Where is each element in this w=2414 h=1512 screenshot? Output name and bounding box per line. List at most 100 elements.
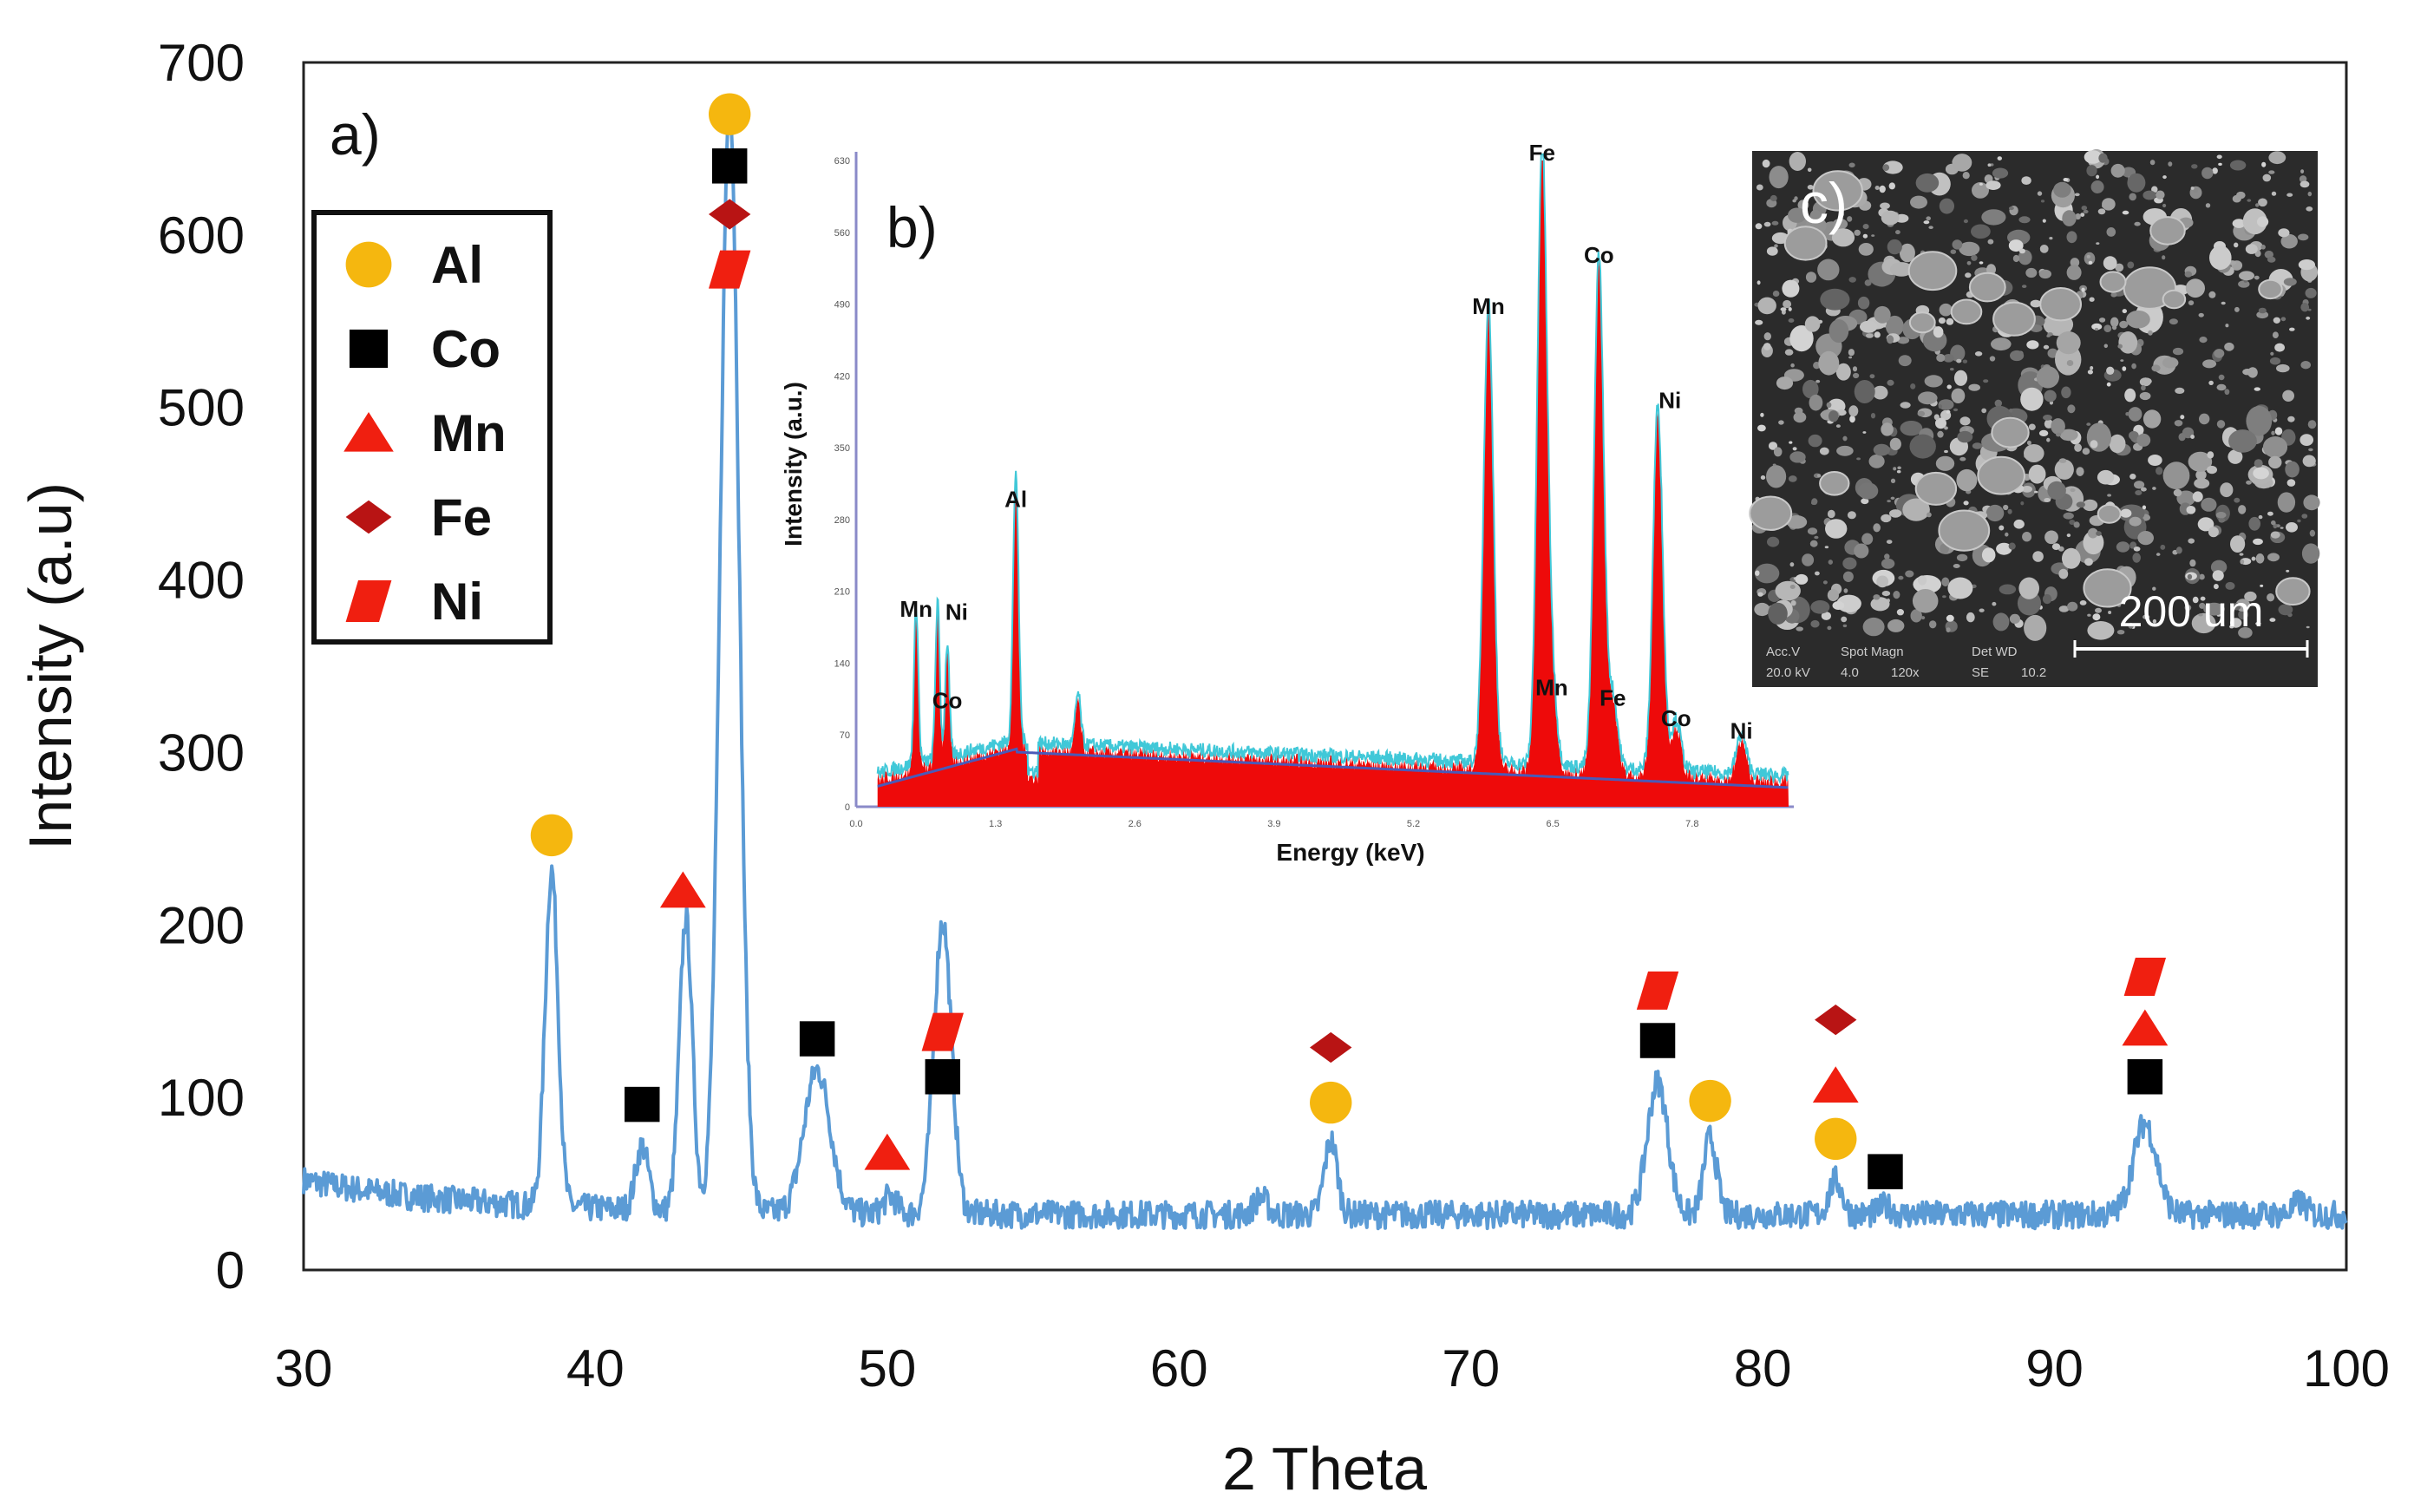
eds-peak-label-fe: Fe bbox=[1600, 685, 1626, 711]
eds-peak-label-fe: Fe bbox=[1529, 140, 1555, 166]
legend-label: Fe bbox=[431, 488, 492, 547]
phase-marker-mn bbox=[1812, 1066, 1859, 1103]
legend-label: Mn bbox=[431, 404, 507, 462]
xrd-panel: 30 40 50 60 70 80 90 1000100200300400500600700 … bbox=[16, 34, 2390, 1502]
phase-marker-al bbox=[1310, 1081, 1352, 1124]
panel-label-b: b) bbox=[886, 195, 938, 259]
phase-marker-ni bbox=[2123, 957, 2167, 996]
legend-label: Al bbox=[431, 236, 483, 294]
x-tick-label: 90 bbox=[2025, 1339, 2084, 1397]
y-tick-label: 100 bbox=[158, 1069, 245, 1127]
x-tick-label: 80 bbox=[1734, 1339, 1792, 1397]
sem-info-magn: 120x bbox=[1891, 665, 1920, 680]
eds-y-tick-label: 560 bbox=[834, 228, 850, 239]
legend-marker-ni bbox=[345, 580, 392, 622]
phase-marker-ni bbox=[1636, 971, 1679, 1010]
panel-label-c: c) bbox=[1800, 171, 1848, 235]
legend-item-co: Co bbox=[349, 320, 500, 378]
y-tick-label: 600 bbox=[158, 206, 245, 265]
eds-y-axis-title: Intensity (a.u.) bbox=[780, 382, 807, 547]
phase-marker-al bbox=[1815, 1117, 1857, 1161]
phase-marker-mn bbox=[659, 871, 706, 908]
legend-label: Ni bbox=[431, 573, 483, 631]
y-tick-label: 300 bbox=[158, 723, 245, 782]
phase-marker-co bbox=[925, 1059, 961, 1095]
y-tick-label: 200 bbox=[158, 896, 245, 954]
legend-label: Co bbox=[431, 320, 500, 378]
y-tick-label: 400 bbox=[158, 552, 245, 610]
eds-x-axis-title: Energy (keV) bbox=[1276, 839, 1424, 866]
phase-marker-al bbox=[530, 814, 573, 857]
sem-particles bbox=[1749, 148, 2320, 641]
eds-spectrum-trace bbox=[876, 153, 1789, 785]
phase-marker-al bbox=[708, 93, 751, 135]
phase-marker-mn bbox=[864, 1133, 911, 1170]
phase-marker-ni bbox=[921, 1012, 964, 1051]
panel-label-a: a) bbox=[330, 102, 381, 167]
phase-marker-co bbox=[625, 1086, 660, 1123]
eds-peak-label-mn: Mn bbox=[1472, 293, 1505, 319]
phase-marker-fe bbox=[1310, 1031, 1352, 1064]
eds-x-tick-label: 6.5 bbox=[1547, 819, 1560, 829]
eds-y-tick-label: 350 bbox=[834, 443, 850, 454]
eds-peak-label-ni: Ni bbox=[945, 599, 968, 625]
eds-peak-label-ni: Ni bbox=[1730, 717, 1753, 743]
legend-marker-al bbox=[345, 241, 392, 288]
eds-peak-label-co: Co bbox=[1584, 242, 1614, 268]
y-tick-label: 500 bbox=[158, 379, 245, 437]
x-tick-label: 40 bbox=[566, 1339, 625, 1397]
eds-peak-label-ni: Ni bbox=[1658, 388, 1681, 414]
eds-y-tick-label: 490 bbox=[834, 300, 850, 311]
plot-frame bbox=[302, 61, 2348, 1272]
eds-inset-background bbox=[814, 152, 1796, 811]
x-tick-label: 100 bbox=[2303, 1339, 2390, 1397]
eds-y-tick-label: 420 bbox=[834, 371, 850, 382]
y-tick-label: 700 bbox=[158, 34, 245, 92]
phase-markers bbox=[530, 93, 2169, 1189]
eds-background-line bbox=[877, 747, 1789, 789]
x-axis-title: 2 Theta bbox=[1222, 1435, 1427, 1502]
eds-axis-ticks: 0.0 1.3 2.6 3.9 5.2 6.5 7.8 0 70 140 210 280 350 420 4… bbox=[834, 156, 1699, 829]
eds-y-tick-label: 210 bbox=[834, 587, 850, 598]
sem-info-spot: Spot Magn bbox=[1841, 645, 1904, 659]
legend-marker-co bbox=[349, 329, 389, 369]
eds-x-tick-label: 2.6 bbox=[1128, 819, 1142, 829]
x-tick-label: 60 bbox=[1150, 1339, 1208, 1397]
x-tick-label: 30 bbox=[275, 1339, 333, 1397]
eds-y-tick-label: 630 bbox=[834, 156, 850, 167]
phase-marker-co bbox=[2127, 1059, 2163, 1095]
eds-peak-label-al: Al bbox=[1004, 487, 1027, 513]
sem-image: c) 200 um Acc.V Spot Magn Det WD 20.0 kV… bbox=[1749, 148, 2320, 687]
y-tick-label: 0 bbox=[216, 1241, 245, 1299]
sem-info-bar: Acc.V Spot Magn Det WD 20.0 kV 4.0 120x … bbox=[1766, 645, 2046, 680]
phase-marker-co bbox=[1868, 1154, 1903, 1189]
phase-marker-fe bbox=[708, 199, 751, 230]
legend-item-al: Al bbox=[345, 236, 483, 294]
sem-info-spotval: 4.0 bbox=[1841, 665, 1859, 680]
eds-x-tick-label: 1.3 bbox=[989, 819, 1002, 829]
eds-x-tick-label: 3.9 bbox=[1267, 819, 1280, 829]
sem-info-wd: 10.2 bbox=[2021, 665, 2046, 680]
eds-y-tick-label: 70 bbox=[840, 730, 850, 741]
legend: Al Co Mn Fe Ni bbox=[311, 210, 553, 645]
xrd-pattern-line bbox=[302, 106, 2348, 1231]
phase-marker-mn bbox=[2122, 1009, 2169, 1046]
sem-info-accv: Acc.V bbox=[1766, 645, 1800, 659]
phase-marker-al bbox=[1689, 1079, 1731, 1123]
legend-item-ni: Ni bbox=[345, 573, 483, 631]
phase-marker-co bbox=[799, 1021, 835, 1057]
sem-scale-label: 200 um bbox=[2119, 587, 2264, 636]
eds-x-tick-label: 7.8 bbox=[1685, 819, 1698, 829]
legend-item-mn: Mn bbox=[343, 404, 507, 462]
legend-box bbox=[311, 210, 553, 645]
eds-y-tick-label: 0 bbox=[845, 802, 850, 813]
eds-peak-label-mn: Mn bbox=[1535, 675, 1568, 701]
phase-marker-ni bbox=[708, 250, 751, 289]
eds-y-tick-label: 280 bbox=[834, 515, 850, 526]
phase-marker-co bbox=[1639, 1023, 1676, 1058]
y-axis-title: Intensity (a.u) bbox=[16, 482, 84, 850]
eds-x-tick-label: 0.0 bbox=[849, 819, 862, 829]
eds-peak-label-co: Co bbox=[932, 687, 963, 713]
